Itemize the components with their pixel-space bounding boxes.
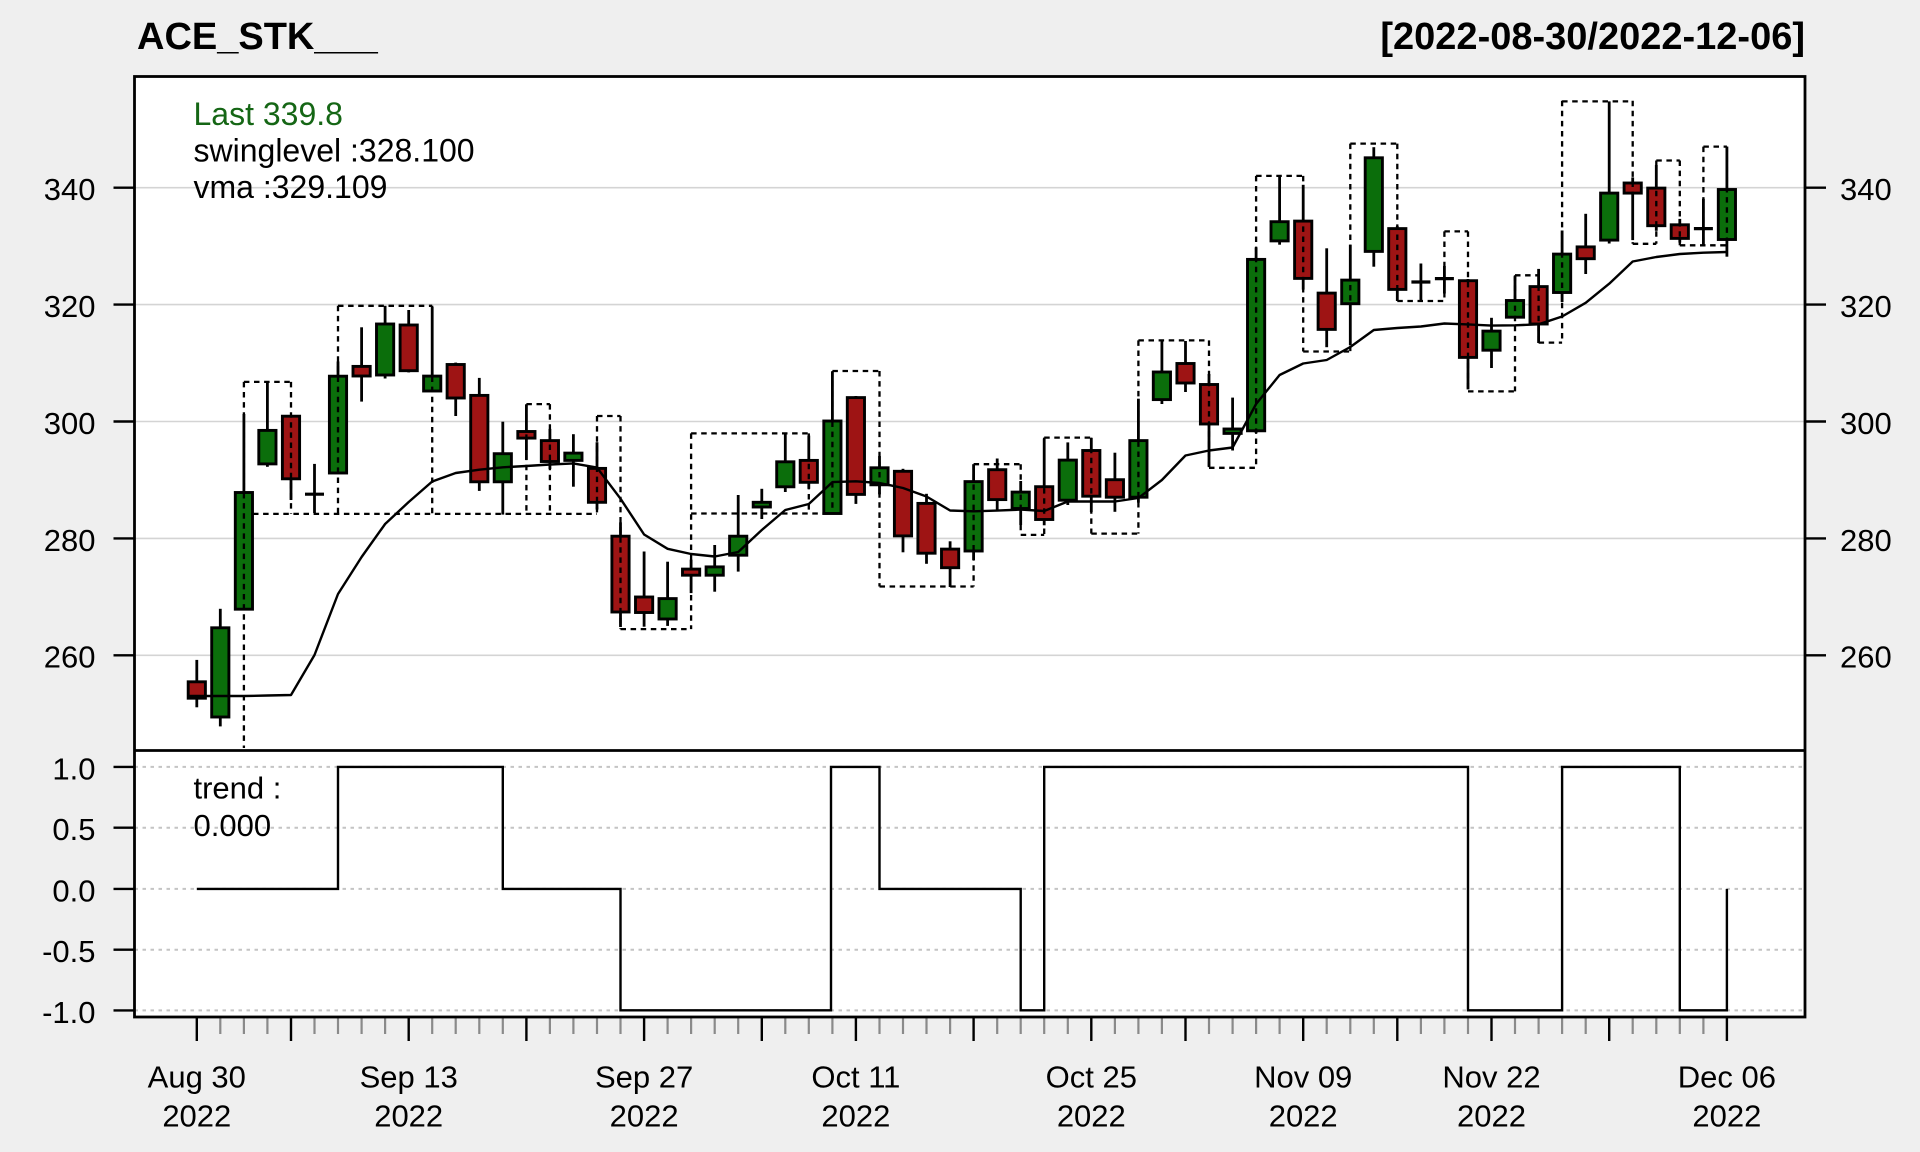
svg-text:swinglevel :328.100: swinglevel :328.100 bbox=[194, 133, 475, 169]
svg-text:2022: 2022 bbox=[1269, 1099, 1338, 1134]
svg-text:2022: 2022 bbox=[162, 1099, 231, 1134]
svg-text:320: 320 bbox=[1840, 289, 1892, 324]
svg-text:340: 340 bbox=[1840, 172, 1892, 207]
svg-text:280: 280 bbox=[1840, 523, 1892, 558]
svg-text:Oct 11: Oct 11 bbox=[811, 1060, 900, 1095]
svg-text:ACE_STK___: ACE_STK___ bbox=[137, 16, 379, 58]
svg-text:trend :: trend : bbox=[194, 771, 282, 806]
svg-text:[2022-08-30/2022-12-06]: [2022-08-30/2022-12-06] bbox=[1380, 16, 1805, 58]
svg-text:Sep 27: Sep 27 bbox=[595, 1060, 693, 1095]
svg-text:280: 280 bbox=[44, 523, 96, 558]
svg-text:2022: 2022 bbox=[821, 1099, 890, 1134]
svg-text:0.5: 0.5 bbox=[52, 812, 95, 847]
svg-text:2022: 2022 bbox=[610, 1099, 679, 1134]
svg-text:300: 300 bbox=[44, 406, 96, 441]
svg-text:Aug 30: Aug 30 bbox=[148, 1060, 246, 1095]
svg-text:2022: 2022 bbox=[1457, 1099, 1526, 1134]
svg-text:2022: 2022 bbox=[1692, 1099, 1761, 1134]
svg-text:2022: 2022 bbox=[1057, 1099, 1126, 1134]
svg-text:Sep 13: Sep 13 bbox=[360, 1060, 458, 1095]
svg-text:1.0: 1.0 bbox=[52, 751, 95, 786]
svg-text:320: 320 bbox=[44, 289, 96, 324]
svg-text:300: 300 bbox=[1840, 406, 1892, 441]
svg-text:340: 340 bbox=[44, 172, 96, 207]
svg-text:Dec 06: Dec 06 bbox=[1678, 1060, 1776, 1095]
svg-text:-1.0: -1.0 bbox=[42, 995, 95, 1030]
svg-text:vma :329.109: vma :329.109 bbox=[194, 169, 388, 205]
svg-text:2022: 2022 bbox=[374, 1099, 443, 1134]
svg-text:0.0: 0.0 bbox=[52, 873, 95, 908]
svg-text:Nov 09: Nov 09 bbox=[1254, 1060, 1352, 1095]
svg-text:Last 339.8: Last 339.8 bbox=[194, 96, 343, 132]
svg-text:260: 260 bbox=[1840, 640, 1892, 675]
svg-text:0.000: 0.000 bbox=[194, 808, 272, 843]
svg-text:Nov 22: Nov 22 bbox=[1442, 1060, 1540, 1095]
svg-text:-0.5: -0.5 bbox=[42, 934, 95, 969]
svg-text:Oct 25: Oct 25 bbox=[1046, 1060, 1137, 1095]
svg-text:260: 260 bbox=[44, 640, 96, 675]
